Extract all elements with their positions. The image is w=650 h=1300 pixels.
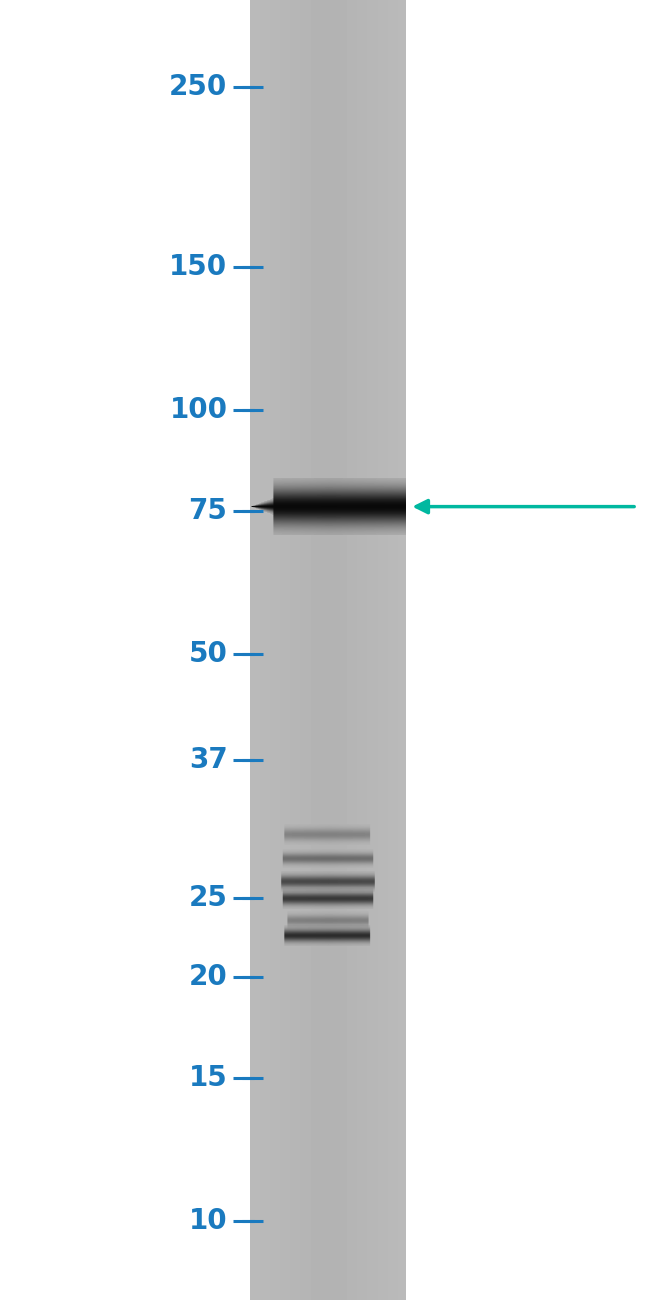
Text: 250: 250	[169, 73, 227, 101]
Text: 150: 150	[170, 254, 228, 281]
Text: 20: 20	[188, 963, 228, 991]
Text: 15: 15	[188, 1065, 228, 1092]
Text: 37: 37	[188, 746, 228, 775]
Text: 50: 50	[188, 640, 228, 668]
Text: 10: 10	[189, 1208, 227, 1235]
Text: 25: 25	[188, 884, 228, 913]
Text: 100: 100	[170, 396, 228, 424]
Text: 75: 75	[188, 498, 228, 525]
